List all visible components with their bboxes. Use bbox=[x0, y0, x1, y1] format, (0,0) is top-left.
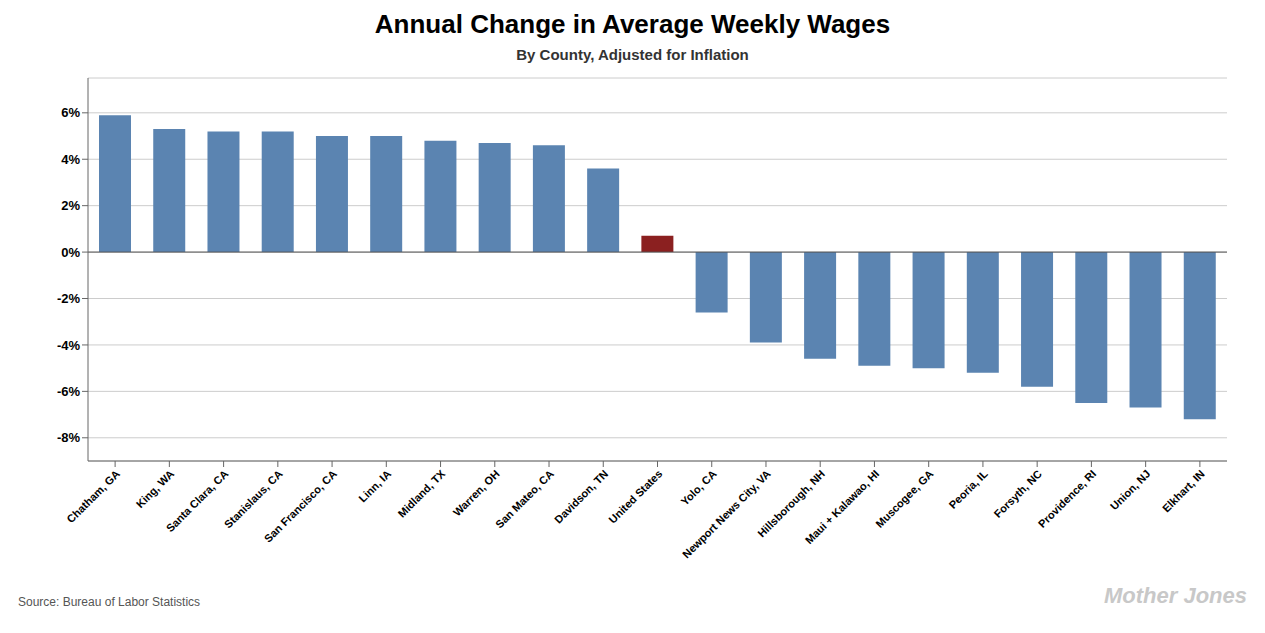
svg-text:Hillsborough, NH: Hillsborough, NH bbox=[755, 467, 828, 540]
svg-text:Providence, RI: Providence, RI bbox=[1036, 467, 1099, 530]
svg-text:Union, NJ: Union, NJ bbox=[1108, 467, 1153, 512]
svg-text:6%: 6% bbox=[61, 105, 80, 120]
html-text:By County, Adjusted for Inflat: By County, Adjusted for Inflation bbox=[516, 46, 749, 63]
svg-text:Davidson, TN: Davidson, TN bbox=[552, 467, 610, 525]
svg-text:Santa Clara, CA: Santa Clara, CA bbox=[164, 467, 231, 534]
html-text:Mother Jones: Mother Jones bbox=[1104, 583, 1247, 608]
svg-text:Warren, OH: Warren, OH bbox=[451, 467, 502, 518]
svg-text:Maui + Kalawao, HI: Maui + Kalawao, HI bbox=[803, 467, 882, 546]
svg-text:Yolo, CA: Yolo, CA bbox=[678, 467, 718, 507]
svg-text:United States: United States bbox=[606, 467, 664, 525]
svg-text:-6%: -6% bbox=[57, 384, 81, 399]
svg-text:Peoria, IL: Peoria, IL bbox=[946, 467, 990, 511]
svg-text:0%: 0% bbox=[61, 245, 80, 260]
svg-text:-8%: -8% bbox=[57, 430, 81, 445]
svg-text:Chatham, GA: Chatham, GA bbox=[64, 467, 122, 525]
svg-text:Muscogee, GA: Muscogee, GA bbox=[873, 467, 936, 530]
svg-text:San Mateo, CA: San Mateo, CA bbox=[493, 467, 556, 530]
svg-text:Forsyth, NC: Forsyth, NC bbox=[992, 467, 1045, 520]
svg-text:San Francisco, CA: San Francisco, CA bbox=[262, 467, 339, 544]
svg-text:4%: 4% bbox=[61, 152, 80, 167]
svg-text:King, WA: King, WA bbox=[134, 467, 177, 510]
svg-text:Stanislaus, CA: Stanislaus, CA bbox=[222, 467, 285, 530]
svg-text:2%: 2% bbox=[61, 198, 80, 213]
svg-text:-2%: -2% bbox=[57, 291, 81, 306]
html-text:Source: Bureau of Labor Statis: Source: Bureau of Labor Statistics bbox=[18, 595, 201, 609]
svg-text:Elkhart, IN: Elkhart, IN bbox=[1160, 467, 1207, 514]
html-text:Annual Change in Average Weekl: Annual Change in Average Weekly Wages bbox=[374, 9, 891, 39]
svg-text:Newport News City, VA: Newport News City, VA bbox=[680, 467, 773, 560]
svg-text:Linn, IA: Linn, IA bbox=[356, 467, 393, 504]
svg-text:-4%: -4% bbox=[57, 338, 81, 353]
svg-text:Midland, TX: Midland, TX bbox=[395, 467, 448, 520]
